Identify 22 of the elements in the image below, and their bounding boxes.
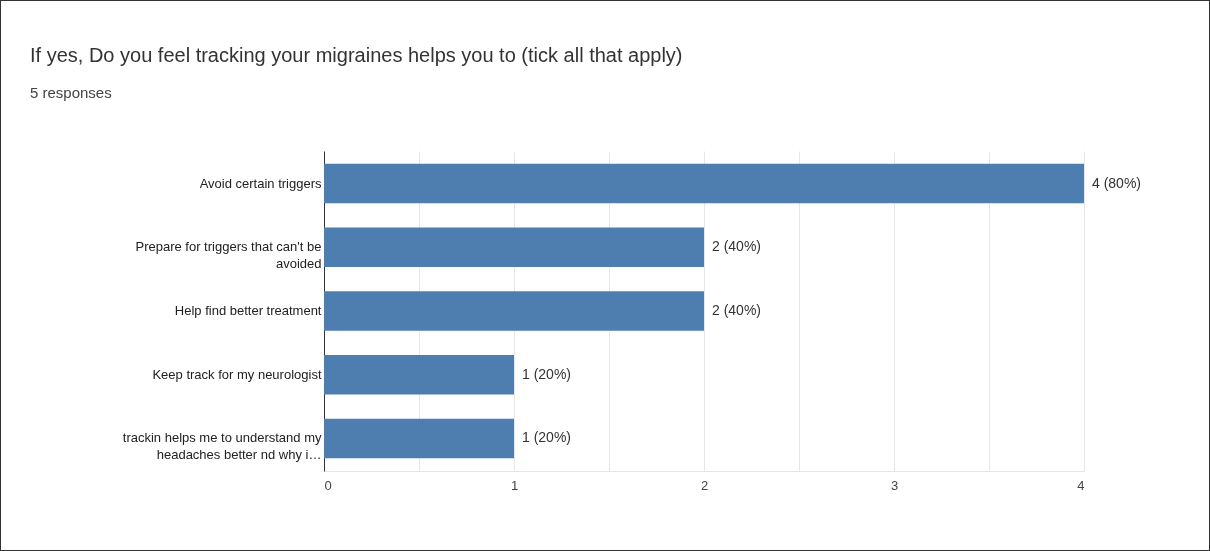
text: 5 responses	[30, 84, 112, 101]
bar	[324, 354, 514, 395]
x-tick-label: 4	[1077, 477, 1085, 493]
x-tick-label: 3	[890, 477, 899, 493]
bar	[324, 163, 1084, 204]
y-tick-label: Prepare for triggers that can't be avoided	[135, 239, 322, 272]
data-label: 2 (40%)	[712, 238, 762, 255]
y-tick-label: Keep track for my neurologist	[152, 366, 322, 382]
data-label: 1 (20%)	[522, 429, 572, 446]
x-tick-label: 0	[324, 477, 332, 493]
y-tick-label: Avoid certain triggers	[199, 175, 322, 191]
data-label: 2 (40%)	[712, 302, 762, 318]
x-tick-label: 2	[700, 477, 709, 493]
data-label: 4 (80%)	[1092, 174, 1142, 191]
bar	[324, 227, 704, 268]
x-tick-label: 1	[510, 477, 519, 493]
bar	[324, 418, 514, 459]
bar	[324, 291, 704, 331]
data-label: 1 (20%)	[522, 365, 572, 382]
y-tick-label: Help find better treatment	[174, 303, 322, 318]
chart-title: If yes, Do you feel tracking your migraines helps you to (tick all that apply)	[30, 44, 683, 66]
y-tick-label: trackin helps me to understand my headaches better nd why i…	[122, 430, 322, 463]
